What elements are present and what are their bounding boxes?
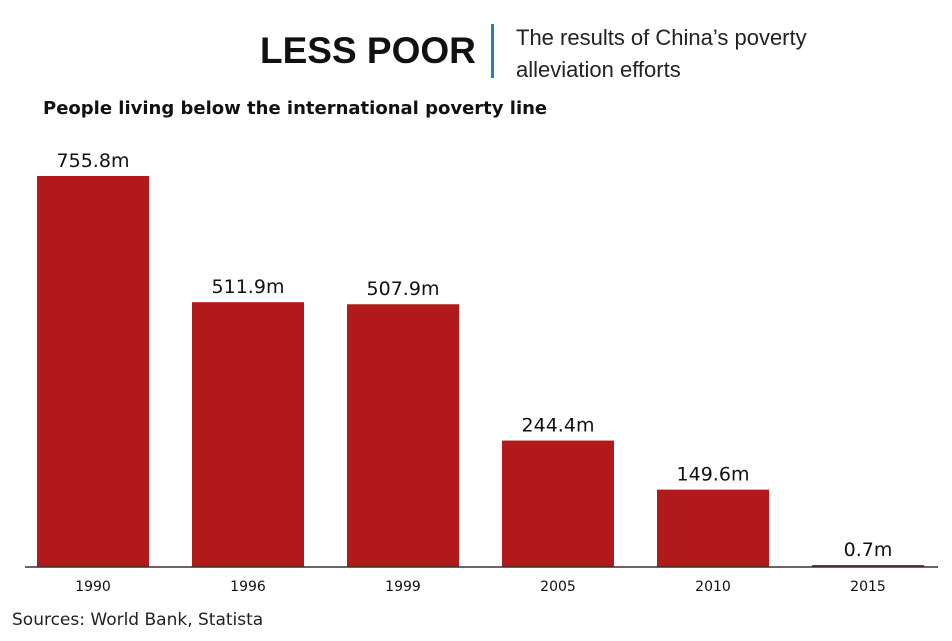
chart-title: People living below the international po… [43, 98, 548, 119]
value-label-1990: 755.8m [57, 150, 130, 172]
bar-2005 [502, 440, 614, 567]
value-label-2005: 244.4m [522, 415, 595, 437]
bar-1996 [192, 302, 304, 567]
x-tick-label-1999: 1999 [385, 579, 421, 595]
x-tick-label-1996: 1996 [230, 579, 266, 595]
value-label-1999: 507.9m [367, 278, 440, 300]
bar-2015 [812, 565, 924, 567]
title-divider [491, 24, 494, 78]
x-tick-label-2010: 2010 [695, 579, 731, 595]
x-tick-label-1990: 1990 [75, 579, 111, 595]
value-label-2010: 149.6m [677, 464, 750, 486]
bar-1990 [37, 176, 149, 567]
bar-1999 [347, 304, 459, 567]
subtitle: The results of China’s poverty alleviati… [516, 25, 807, 82]
x-tick-label-2005: 2005 [540, 579, 576, 595]
bar-2010 [657, 489, 769, 567]
x-tick-label-2015: 2015 [850, 579, 886, 595]
value-label-1996: 511.9m [212, 276, 285, 298]
source-note: Sources: World Bank, Statista [12, 610, 264, 630]
value-label-2015: 0.7m [844, 539, 893, 561]
headline: LESS POOR [260, 30, 476, 71]
